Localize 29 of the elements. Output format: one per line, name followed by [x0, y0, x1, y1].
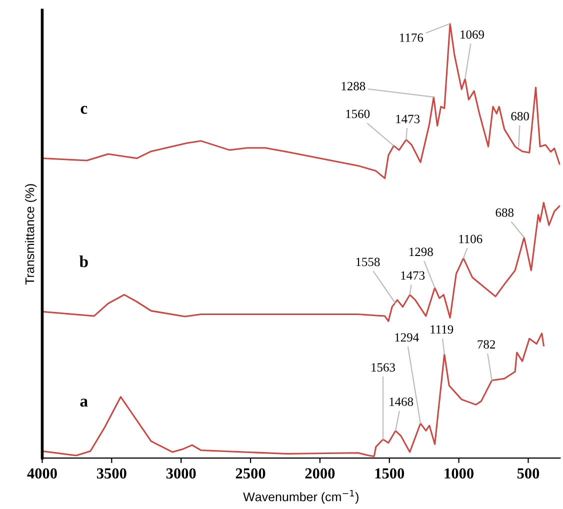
x-tick-label: 3000 — [166, 468, 196, 479]
annotation: 1119 — [430, 325, 454, 334]
annotation: 1563 — [372, 363, 396, 372]
annotation: 1473 — [396, 114, 420, 124]
x-tick-label: 500 — [517, 468, 540, 479]
annotation: 1558 — [356, 258, 380, 266]
annotation: 1176 — [400, 34, 424, 42]
y-axis-title: Transmittance (%) — [25, 184, 37, 285]
annotation: 1298 — [410, 248, 433, 256]
x-tick-label: 3500 — [96, 468, 126, 479]
annotation: 688 — [496, 208, 514, 217]
series-label: a — [80, 398, 88, 407]
text: b — [79, 256, 88, 268]
x-tick-label: 2000 — [305, 468, 335, 479]
annotation: 1106 — [459, 234, 482, 244]
text: c — [80, 106, 88, 114]
annotation: 782 — [478, 340, 495, 349]
annotation: 1468 — [390, 398, 414, 406]
x-axis-title: Wavenumber (cm$^{−1}$) — [243, 490, 358, 504]
x-tick-label: 4000 — [27, 468, 57, 479]
annotation: 1069 — [460, 30, 484, 39]
x-tick-label: 1500 — [375, 468, 404, 479]
annotation: 1294 — [395, 333, 419, 342]
annotation: 1560 — [346, 110, 370, 118]
annotation: 1473 — [401, 271, 425, 280]
annotation: 1288 — [342, 82, 366, 90]
x-tick-label: 1000 — [444, 468, 474, 479]
x-tick-label: 2500 — [236, 468, 266, 479]
annotation: 680 — [511, 112, 529, 120]
